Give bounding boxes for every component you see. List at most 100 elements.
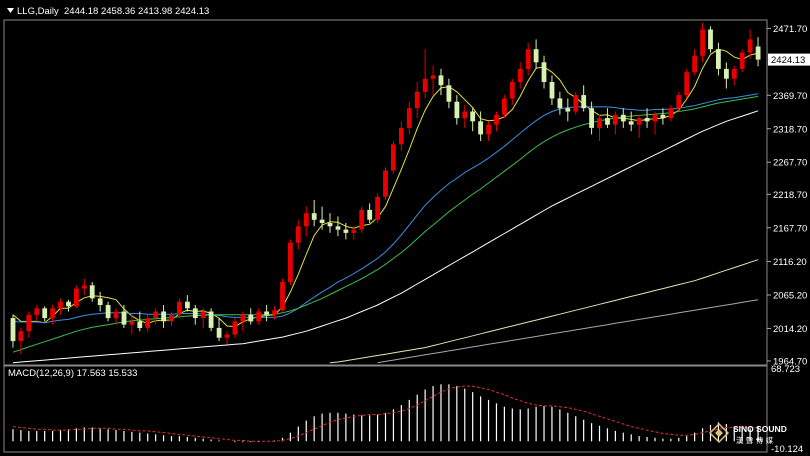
candle-body: [50, 308, 55, 319]
candle: [351, 226, 357, 240]
candle-body: [700, 29, 705, 56]
candle: [716, 42, 721, 76]
candle-body: [89, 285, 95, 299]
candle-body: [708, 29, 713, 50]
ma20-line: [12, 93, 759, 324]
candle: [224, 331, 230, 345]
ma120-line: [329, 259, 759, 364]
candle-body: [81, 285, 87, 289]
candle-body: [644, 118, 650, 122]
candle-body: [288, 242, 293, 282]
candle-body: [18, 331, 24, 341]
candle: [280, 278, 285, 312]
candle: [161, 304, 166, 328]
candle: [375, 193, 380, 223]
candle: [359, 206, 365, 233]
candle: [319, 206, 325, 230]
candle: [652, 111, 658, 135]
candle: [644, 108, 650, 128]
candle-body: [660, 114, 666, 119]
macd-panel[interactable]: MACD(12,26,9) 17.563 15.533 68.723 -10.12…: [3, 364, 803, 455]
candle: [438, 68, 444, 96]
candle-body: [557, 98, 563, 109]
candle-body: [628, 121, 634, 125]
price-tick-label: 2014.20: [773, 324, 807, 335]
candle-body: [74, 288, 79, 307]
last-price-tag-box: [768, 53, 810, 66]
candle: [105, 301, 111, 322]
candle: [739, 49, 745, 73]
candle: [137, 311, 143, 332]
price-tick-label: 2369.70: [773, 91, 807, 102]
price-panel-frame: [3, 19, 768, 366]
candle: [121, 304, 127, 328]
macd-histogram: [12, 384, 759, 443]
candle-body: [589, 108, 594, 128]
candle: [509, 78, 515, 105]
candle: [747, 29, 753, 60]
price-tick-label: 2267.70: [773, 158, 807, 169]
symbol-label: LLG,Daily: [17, 6, 59, 17]
candle-body: [462, 111, 468, 119]
price-panel[interactable]: 2471.70 2369.70 2318.70 2267.70 2218.70 2167.…: [3, 19, 807, 367]
candle-body: [391, 144, 396, 171]
ma200-line: [377, 299, 759, 364]
candle-body: [169, 314, 174, 322]
price-tick-label: 2065.20: [773, 291, 807, 302]
candle: [430, 65, 436, 96]
candle: [264, 304, 269, 322]
candle: [597, 114, 602, 142]
candle: [185, 295, 190, 312]
candle-body: [509, 82, 515, 99]
candle-body: [240, 314, 246, 322]
candle-body: [327, 223, 333, 227]
candle: [34, 304, 40, 322]
candle-body: [517, 68, 523, 82]
candle-body: [137, 321, 143, 328]
dropdown-arrow-icon[interactable]: [7, 8, 14, 13]
candle: [549, 75, 555, 105]
candle: [565, 98, 571, 122]
candle-body: [636, 118, 642, 125]
candle-body: [438, 75, 444, 86]
candle: [692, 49, 697, 76]
candle-body: [676, 95, 682, 109]
candle-body: [731, 68, 737, 79]
candle-body: [177, 301, 182, 315]
candle-body: [684, 72, 690, 96]
candle: [494, 111, 499, 132]
candle: [145, 314, 151, 333]
candle: [414, 81, 420, 119]
candle: [58, 298, 63, 315]
candle-body: [454, 101, 460, 119]
candle: [541, 55, 547, 89]
candle: [422, 49, 428, 99]
candle-body: [153, 311, 159, 319]
candle: [502, 95, 507, 119]
candle-body: [446, 85, 452, 102]
candle: [295, 219, 301, 250]
candle: [10, 314, 16, 348]
candle: [533, 39, 539, 69]
candle: [628, 111, 634, 132]
candle-body: [716, 49, 721, 69]
candle: [177, 298, 182, 319]
candle: [169, 311, 174, 326]
candle-body: [216, 327, 222, 338]
price-tick-label: 1964.70: [773, 356, 807, 367]
candle-body: [42, 308, 48, 319]
candle-body: [692, 55, 697, 73]
candle-body: [502, 98, 507, 115]
candle: [288, 239, 293, 286]
candle-body: [549, 82, 555, 99]
ma5-line: [12, 48, 759, 328]
watermark-subtitle: 漢 聲 傳 媒: [736, 435, 774, 445]
candle-body: [185, 301, 190, 309]
candle-body: [470, 111, 476, 122]
candle-body: [367, 209, 373, 220]
candle-body: [192, 308, 198, 319]
candle: [446, 78, 452, 109]
candle-body: [200, 311, 206, 319]
candle-body: [565, 108, 571, 112]
candle: [620, 108, 626, 128]
